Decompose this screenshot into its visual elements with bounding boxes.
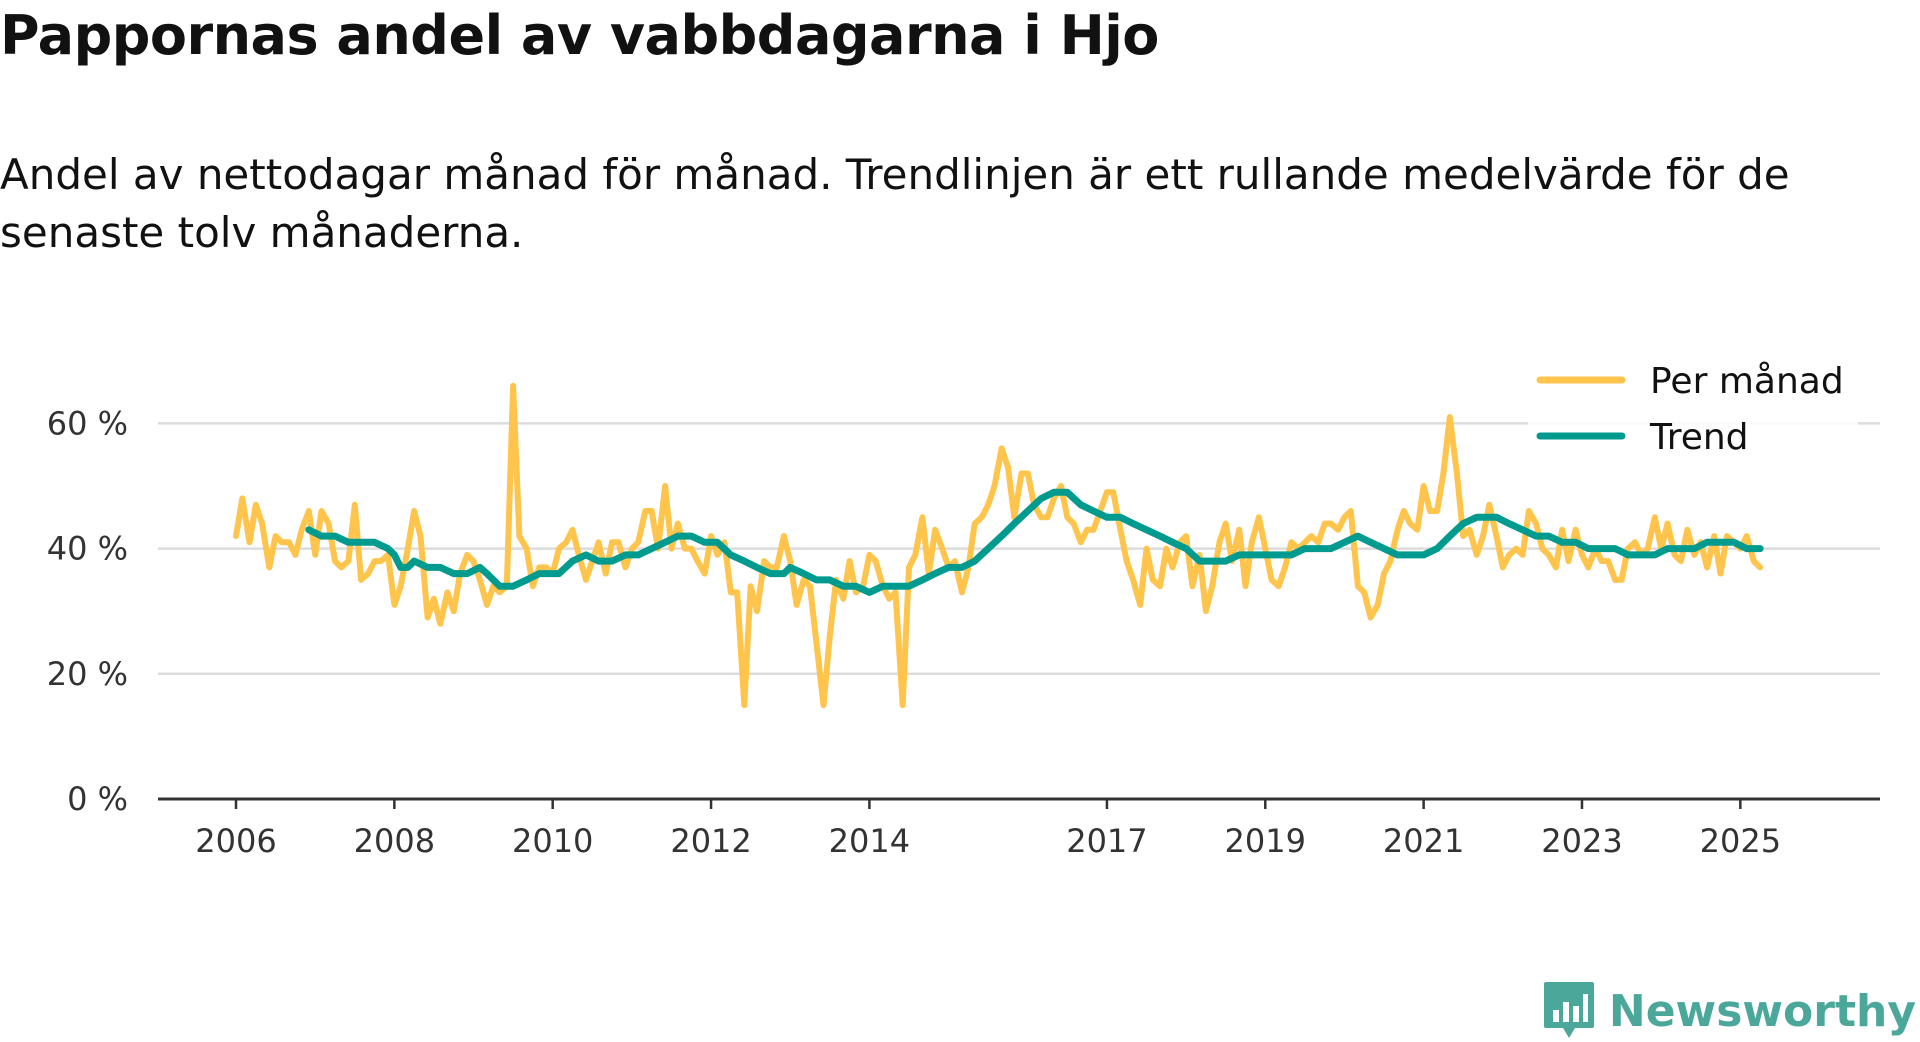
- axes: 0 % 20 % 40 % 60 % 2006 2008 2010 2012 2014 2017 2…: [47, 404, 1880, 860]
- x-tick-label: 2008: [354, 822, 435, 860]
- x-tick-label: 2014: [829, 822, 910, 860]
- y-tick-label: 40 %: [47, 530, 128, 568]
- brand-logo: Newsworthy: [1543, 980, 1916, 1042]
- chart-title: Pappornas andel av vabbdagarna i Hjo: [0, 4, 1159, 67]
- series-lines: [233, 382, 1764, 709]
- y-tick-label: 20 %: [47, 655, 128, 693]
- x-tick-label: 2017: [1066, 822, 1147, 860]
- x-tick-label: 2019: [1225, 822, 1306, 860]
- x-tick-label: 2012: [670, 822, 751, 860]
- brand-name: Newsworthy: [1608, 985, 1916, 1037]
- legend-label-per-manad: Per månad: [1650, 361, 1844, 402]
- bar-chart-speech-icon: [1543, 982, 1594, 1038]
- legend-label-trend: Trend: [1649, 417, 1749, 458]
- x-tick-label: 2023: [1541, 822, 1622, 860]
- series-line-trend: [305, 488, 1764, 596]
- x-tick-label: 2006: [195, 822, 276, 860]
- chart-subtitle: Andel av nettodagar månad för månad. Tre…: [0, 150, 1790, 257]
- legend: Per månad Trend: [1528, 352, 1858, 467]
- x-tick-label: 2025: [1700, 822, 1781, 860]
- x-tick-label: 2010: [512, 822, 593, 860]
- series-line-per-manad: [233, 382, 1764, 709]
- y-tick-label: 60 %: [47, 404, 128, 442]
- legend-background: [1528, 352, 1858, 467]
- line-chart: 0 % 20 % 40 % 60 % 2006 2008 2010 2012 2014 2017 2…: [47, 352, 1880, 860]
- x-tick-label: 2021: [1383, 822, 1464, 860]
- y-tick-label: 0 %: [67, 780, 128, 818]
